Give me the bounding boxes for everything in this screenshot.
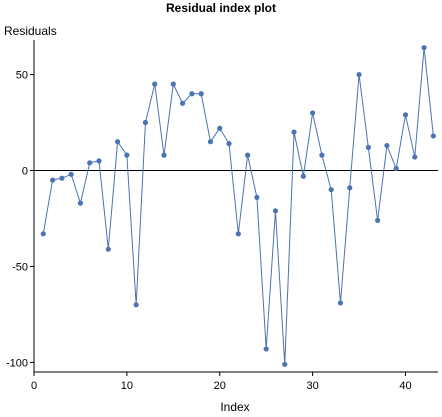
y-tick-label: 50	[16, 70, 28, 82]
data-point	[310, 110, 316, 116]
data-point	[393, 165, 399, 172]
data-point	[68, 171, 74, 177]
data-point	[430, 133, 436, 139]
data-point	[300, 173, 306, 179]
series-line	[42, 47, 434, 365]
data-point	[402, 112, 409, 118]
data-point	[254, 194, 260, 200]
data-point	[282, 361, 288, 367]
data-point	[105, 246, 111, 252]
data-point	[114, 139, 121, 145]
y-axis-label: Residuals	[4, 24, 57, 38]
data-point	[263, 346, 269, 352]
y-tick-label: -50	[12, 261, 28, 273]
data-point	[375, 217, 381, 223]
data-point	[272, 208, 279, 214]
x-axis-label: Index	[220, 400, 249, 414]
data-point	[179, 100, 186, 106]
x-tick-label: 0	[31, 380, 37, 392]
chart-title: Residual index plot	[166, 1, 276, 15]
ticks: -100 -50 0 50 0 10 20 30 40	[6, 70, 412, 392]
x-tick-label: 40	[399, 380, 411, 392]
data-point	[152, 81, 158, 87]
x-tick-label: 30	[306, 380, 318, 392]
data-point	[161, 152, 167, 158]
data-point	[49, 177, 56, 183]
data-point	[217, 125, 223, 131]
data-point	[207, 139, 214, 145]
data-point	[124, 152, 130, 158]
data-point	[384, 142, 390, 149]
data-point	[356, 71, 362, 78]
data-point	[328, 187, 334, 193]
y-tick-label: -100	[6, 357, 28, 369]
data-point	[347, 185, 353, 191]
data-point	[412, 154, 418, 160]
data-point	[170, 81, 176, 87]
data-point	[245, 152, 251, 158]
data-point	[226, 141, 232, 147]
data-point	[189, 91, 195, 97]
data-point	[77, 200, 84, 206]
data-point	[365, 144, 371, 151]
data-point	[59, 175, 65, 181]
data-point	[291, 129, 297, 135]
data-point	[96, 158, 102, 164]
data-point	[142, 119, 149, 126]
data-point	[337, 300, 344, 306]
data-point	[421, 45, 427, 51]
data-point	[40, 231, 46, 237]
data-point	[319, 152, 325, 158]
x-tick-label: 10	[121, 380, 133, 392]
x-tick-label: 20	[214, 380, 226, 392]
data-point	[198, 91, 204, 97]
data-point	[133, 302, 139, 308]
data-point	[235, 231, 241, 237]
series	[40, 45, 436, 367]
data-point	[87, 160, 93, 166]
y-tick-label: 0	[22, 165, 28, 177]
axes	[33, 40, 438, 373]
